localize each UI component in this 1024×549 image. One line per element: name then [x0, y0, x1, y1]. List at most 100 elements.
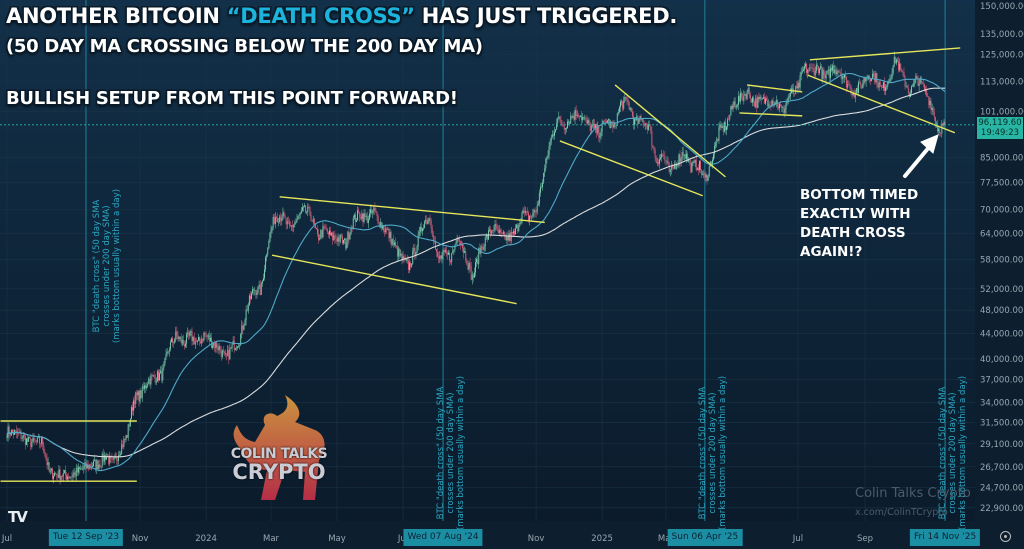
candle-body	[625, 97, 627, 99]
y-tick-label: 70,000.00	[980, 205, 1023, 215]
candle-body	[48, 462, 50, 472]
candle-body	[310, 214, 312, 222]
candle-body	[761, 98, 763, 100]
candle-body	[266, 254, 268, 258]
candle-body	[129, 419, 131, 427]
candle-body	[356, 220, 357, 223]
candle-body	[136, 392, 138, 396]
candle-body	[328, 230, 330, 235]
candle-body	[8, 426, 10, 435]
candle-body	[432, 234, 434, 241]
trendline[interactable]	[271, 254, 517, 305]
candle-body	[439, 255, 441, 259]
candle-body	[265, 257, 267, 270]
candle-body	[132, 407, 133, 411]
candle-body	[530, 215, 532, 217]
candle-body	[238, 345, 239, 347]
candle-body	[153, 375, 155, 378]
candle-body	[881, 87, 883, 88]
candle-body	[822, 69, 824, 80]
y-tick-label: 101,000.00	[980, 108, 1024, 118]
candle-body	[561, 123, 563, 126]
candle-body	[20, 431, 22, 439]
candle-body	[794, 93, 796, 95]
candle-body	[285, 218, 287, 225]
candle-body	[45, 455, 47, 459]
candle-body	[682, 152, 684, 156]
candle-body	[705, 174, 707, 178]
death-cross-note-line: crosses under 200 day SMA)	[101, 205, 112, 327]
candle-body	[77, 467, 79, 473]
candle-body	[367, 219, 369, 224]
callout-text: BOTTOM TIMED EXACTLY WITH DEATH CROSS AG…	[800, 187, 919, 260]
candle-body	[79, 467, 80, 470]
candle-body	[441, 255, 443, 259]
candle-body	[781, 105, 783, 108]
candle-body	[736, 104, 738, 106]
candle-body	[875, 73, 877, 82]
candle-body	[295, 221, 297, 223]
candle-body	[813, 68, 815, 76]
candle-body	[274, 217, 276, 225]
trendline[interactable]	[746, 84, 803, 93]
candle-body	[196, 340, 198, 342]
trendline[interactable]	[809, 47, 961, 61]
candle-body	[375, 210, 377, 213]
candle-body	[239, 345, 241, 347]
candle-body	[373, 207, 375, 212]
headline-highlight: “DEATH CROSS”	[226, 4, 415, 28]
candle-body	[215, 342, 217, 348]
candle-body	[181, 339, 183, 344]
candle-body	[383, 225, 384, 231]
candle-body	[341, 236, 343, 244]
candle-body	[251, 293, 252, 300]
time-axis[interactable]	[0, 521, 975, 549]
candle-body	[325, 228, 327, 230]
candle-body	[365, 215, 367, 217]
trendline[interactable]	[279, 196, 545, 224]
candle-body	[23, 435, 25, 437]
trendline[interactable]	[559, 140, 703, 197]
candle-body	[662, 154, 664, 155]
candle-body	[610, 121, 612, 128]
candle-body	[810, 67, 812, 69]
candle-body	[71, 476, 73, 478]
candle-body	[294, 222, 296, 226]
candle-body	[322, 226, 324, 238]
candle-body	[193, 336, 195, 345]
tradingview-logo[interactable]: TV	[8, 508, 28, 526]
candle-body	[587, 120, 589, 124]
candle-body	[837, 71, 839, 72]
candle-body	[111, 457, 113, 460]
candle-body	[204, 332, 206, 335]
candle-body	[486, 235, 488, 240]
candle-body	[29, 437, 31, 439]
x-tick-label: Jul	[397, 534, 408, 544]
price-axis[interactable]	[975, 0, 1024, 549]
candle-body	[637, 116, 639, 124]
trendline[interactable]	[614, 84, 726, 178]
candle-body	[917, 77, 919, 86]
logo-text: COLIN TALKS CRYPTO	[220, 445, 338, 483]
candle-body	[225, 352, 227, 355]
candle-body	[262, 278, 264, 281]
candle-body	[142, 386, 144, 389]
trendline[interactable]	[739, 112, 803, 117]
watermark-name: Colin Talks Crypto	[855, 486, 971, 501]
x-tick-label: Nov	[132, 534, 149, 544]
candle-body	[314, 224, 316, 228]
candle-body	[465, 251, 467, 261]
candle-body	[203, 332, 205, 341]
candle-body	[28, 437, 30, 442]
candle-body	[515, 228, 516, 235]
trendline[interactable]	[807, 74, 956, 134]
candle-body	[234, 347, 236, 351]
candle-body	[543, 172, 545, 183]
candle-body	[778, 106, 779, 109]
candle-body	[758, 97, 760, 100]
candle-body	[200, 341, 202, 344]
candle-body	[258, 284, 260, 287]
candle-body	[720, 124, 722, 128]
settings-icon[interactable]	[1000, 531, 1011, 542]
